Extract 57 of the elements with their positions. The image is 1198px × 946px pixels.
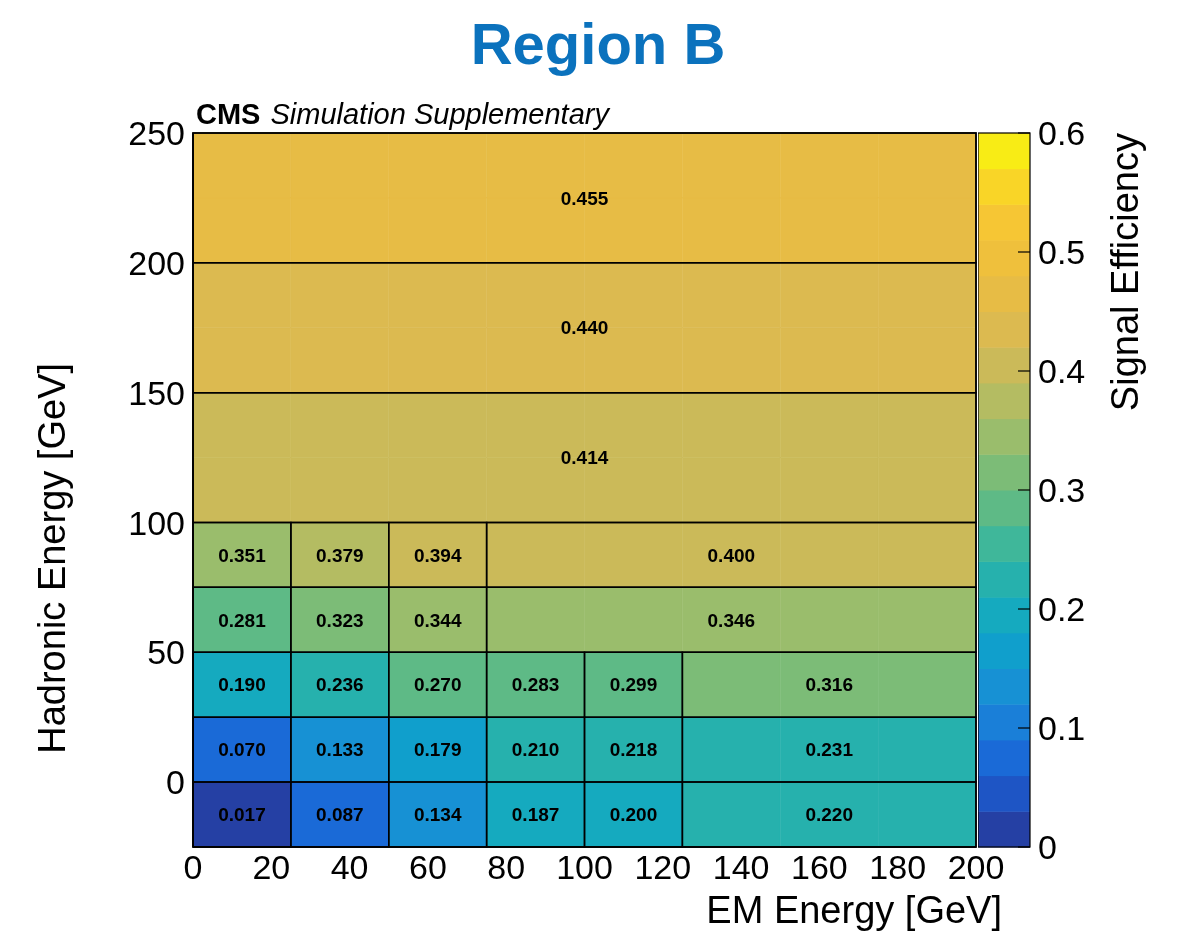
y-tick-label: 250 <box>128 114 185 153</box>
data-label: 0.281 <box>218 609 267 631</box>
data-label: 0.344 <box>413 609 462 631</box>
y-tick-label: 150 <box>128 373 185 412</box>
data-label: 0.017 <box>218 804 266 826</box>
data-label: 0.455 <box>560 187 609 209</box>
y-tick-label: 0 <box>166 763 185 802</box>
x-tick-label: 140 <box>712 848 770 887</box>
data-label: 0.190 <box>218 674 266 696</box>
data-label: 0.200 <box>609 804 658 826</box>
chart-title: Region B <box>469 10 727 77</box>
data-label: 0.087 <box>316 804 364 826</box>
color-bar-label: 0.5 <box>1038 233 1086 271</box>
data-label: 0.236 <box>316 674 364 696</box>
text: Simulation Supplementary <box>270 98 609 130</box>
data-label: 0.440 <box>560 317 609 339</box>
x-tick-label: 100 <box>556 848 613 887</box>
data-label: 0.414 <box>560 447 609 469</box>
data-label: 0.218 <box>609 739 658 761</box>
data-label: 0.070 <box>218 739 266 761</box>
x-axis-title: EM Energy [GeV] <box>706 889 1002 931</box>
color-bar-label: 0.1 <box>1038 709 1086 747</box>
x-tick-label: 180 <box>869 848 927 887</box>
data-label: 0.299 <box>609 674 658 696</box>
data-label: 0.351 <box>218 544 267 566</box>
data-label: 0.400 <box>707 544 756 566</box>
color-bar-label: 0.3 <box>1038 471 1086 509</box>
color-bar-label: 0.2 <box>1038 590 1086 628</box>
x-tick-label: 60 <box>408 848 447 887</box>
y-tick-label: 50 <box>147 633 185 672</box>
data-label: 0.134 <box>413 804 462 826</box>
y-axis-title: Hadronic Energy [GeV] <box>30 363 73 754</box>
x-tick-label: 40 <box>330 848 369 887</box>
x-tick-label: 120 <box>634 848 692 887</box>
data-label: 0.316 <box>805 674 853 696</box>
data-label: 0.187 <box>511 804 560 826</box>
text: CMS <box>196 98 261 130</box>
color-bar-title: Signal Efficiency <box>1104 133 1146 412</box>
x-tick-label: 20 <box>252 848 291 887</box>
data-label: 0.379 <box>316 544 364 566</box>
data-label: 0.323 <box>316 609 364 631</box>
data-label: 0.210 <box>511 739 560 761</box>
data-label: 0.346 <box>707 609 756 631</box>
data-label: 0.270 <box>413 674 462 696</box>
data-label: 0.220 <box>805 804 853 826</box>
x-tick-label: 160 <box>791 848 848 887</box>
data-label: 0.394 <box>413 544 462 566</box>
x-tick-label: 200 <box>947 848 1005 887</box>
data-label: 0.231 <box>805 739 854 761</box>
data-label: 0.179 <box>413 739 462 761</box>
y-tick-label: 100 <box>128 503 185 542</box>
color-bar-label: 0.6 <box>1038 114 1086 152</box>
color-bar-label: 0.4 <box>1038 352 1086 390</box>
data-label: 0.133 <box>316 739 364 761</box>
y-tick-label: 200 <box>128 243 185 282</box>
data-label: 0.283 <box>511 674 560 696</box>
x-tick-label: 80 <box>487 848 526 887</box>
